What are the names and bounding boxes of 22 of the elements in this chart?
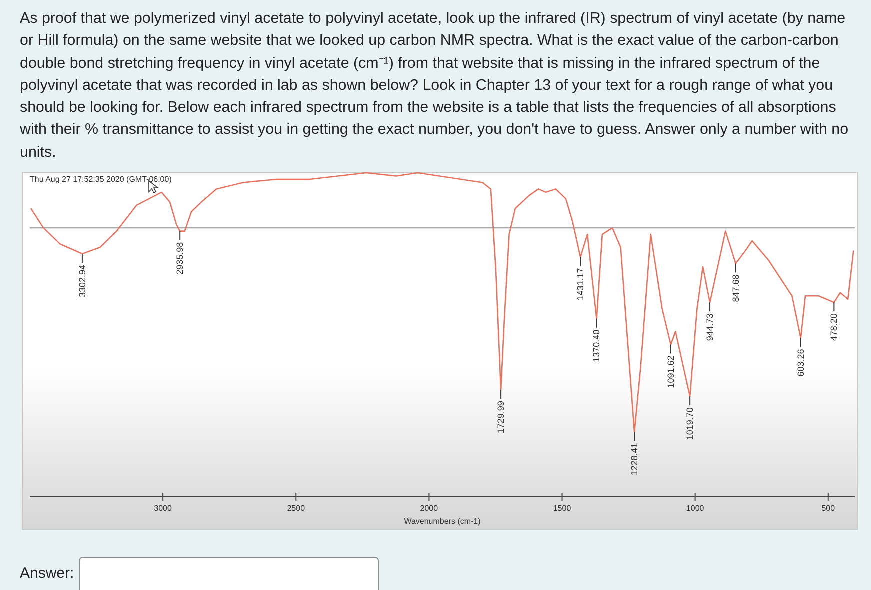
annotation: 1431.17 — [576, 268, 586, 301]
annotation: 2935.98 — [175, 242, 186, 275]
chart-title: As proof that we polymerized vinyl acetate to polyvinyl acetate, look up the infrared (IR) spectrum of vinyl acetate (by name or Hill formula) on the same website that we looked up carbon NMR spectra. What is the exact value of the carbon-carbon double bond stretching frequency in vinyl acetate (cm⁻¹) from that website that is missing in the infrared spectrum of the polyvinyl acetate that was recorded in lab as shown below? Look in Chapter 13 of your text for a rough range of what you should be looking for. Below each infrared spectrum from the website is a table that lists the frequencies of all absorptions with their % transmittance to assist you in getting the exact number, you don't have to guess. Answer only a number with no units. — [20, 9, 850, 163]
x-tick-label: 1000 — [686, 504, 705, 513]
annotation: 944.73 — [705, 314, 716, 342]
annotation: 1019.70 — [685, 408, 696, 440]
annotation: 1228.41 — [630, 443, 640, 476]
x-tick-label: 500 — [822, 504, 836, 513]
text: Answer: — [20, 565, 74, 582]
annotation: 847.68 — [730, 274, 741, 302]
x-tick-label: 2000 — [420, 504, 439, 513]
annotation: 1091.62 — [666, 356, 676, 388]
x-tick-label: 2500 — [287, 504, 306, 513]
annotation: Thu Aug 27 17:52:35 2020 (GMT-06:00) — [30, 175, 172, 184]
annotation: 3302.94 — [77, 265, 88, 298]
x-tick-label: 3000 — [154, 504, 173, 513]
x-tick-label: 1500 — [553, 504, 572, 513]
annotation: 603.26 — [796, 349, 806, 377]
annotation: 1370.40 — [592, 330, 602, 362]
x-axis-title: Wavenumbers (cm-1) — [404, 517, 482, 526]
annotation: 1729.99 — [496, 401, 506, 434]
annotation: 478.20 — [829, 314, 840, 342]
